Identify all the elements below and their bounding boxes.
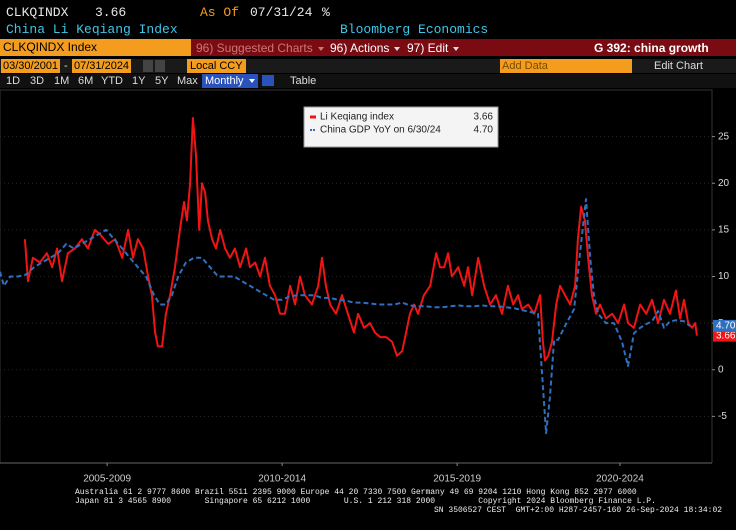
frequency[interactable]: Monthly [202, 74, 258, 88]
menu-label: 96) Actions [330, 41, 390, 55]
y-tick-label: -5 [718, 411, 727, 422]
menu-label: 96) Suggested Charts [196, 41, 313, 55]
value-tag-label: 4.70 [716, 321, 736, 332]
x-tick-label: 2020-2024 [596, 474, 644, 485]
value-tag-label: 3.66 [716, 330, 736, 341]
series-line [0, 198, 691, 435]
x-tick-label: 2010-2014 [258, 474, 306, 485]
legend-value: 3.66 [474, 112, 494, 123]
ticker: CLKQINDX [6, 5, 69, 20]
table-toggle[interactable]: Table [290, 75, 317, 87]
menu-item[interactable]: 97) Edit [407, 41, 460, 55]
period[interactable]: Max [177, 75, 198, 87]
period[interactable]: 5Y [155, 75, 169, 87]
x-tick-label: 2005-2009 [83, 474, 131, 485]
value-tag: 3.66 [713, 329, 736, 342]
legend-value: 4.70 [474, 125, 494, 136]
frequency-label: Monthly [205, 75, 244, 87]
legend-label: China GDP YoY on 6/30/24 [320, 125, 441, 136]
period[interactable]: 1M [54, 75, 70, 87]
security-box[interactable]: CLKQINDX Index [0, 39, 191, 56]
period[interactable]: 1D [6, 75, 21, 87]
footer-line: Australia 61 2 9777 8600 Brazil 5511 239… [75, 488, 637, 497]
period[interactable]: 1Y [132, 75, 146, 87]
end-date[interactable]: 07/31/2024 [72, 59, 132, 73]
period[interactable]: 3D [30, 75, 45, 87]
as-of-label: As Of [200, 5, 240, 20]
security-name: China Li Keqiang Index [6, 22, 178, 37]
as-of-date: 07/31/24 [250, 5, 313, 20]
last-value: 3.66 [95, 5, 127, 20]
menu-item[interactable]: 96) Actions [330, 41, 401, 55]
period[interactable]: YTD [101, 75, 123, 87]
next-button[interactable] [155, 60, 165, 72]
y-tick-label: 10 [718, 271, 730, 282]
menu-label: 97) Edit [407, 41, 449, 55]
period-bar [0, 74, 736, 88]
footer-line: Japan 81 3 4565 8900 Singapore 65 6212 1… [75, 497, 656, 506]
date-separator: - [64, 60, 68, 72]
start-date[interactable]: 03/30/2001 [1, 59, 61, 73]
chart-icon[interactable] [262, 75, 274, 86]
legend: Li Keqiang index 3.66 China GDP YoY on 6/3… [303, 106, 499, 148]
chart-ref: G 392: china growth [594, 41, 709, 55]
footer-line: SN 3506527 CEST GMT+2:00 H287-2457-160 2… [434, 506, 723, 515]
x-tick-label: 2015-2019 [433, 474, 481, 485]
y-tick-label: 20 [718, 178, 730, 189]
currency[interactable]: Local CCY [187, 59, 246, 73]
chart: -505101520252005-20092010-20142015-20192… [0, 89, 736, 487]
y-tick-label: 0 [718, 364, 724, 375]
x-axis-band [0, 463, 736, 487]
edit-chart[interactable]: Edit Chart [654, 60, 703, 72]
value-tag-box [713, 319, 736, 332]
legend-label: Li Keqiang index [320, 112, 394, 123]
value-tag-box [713, 329, 736, 342]
series-line [23, 117, 698, 362]
menu-item[interactable]: 96) Suggested Charts [196, 41, 324, 55]
value-tag: 4.70 [713, 319, 736, 332]
y-tick-label: 25 [718, 131, 730, 142]
unit: % [322, 5, 330, 20]
y-tick-label: 15 [718, 225, 730, 236]
source: Bloomberg Economics [340, 22, 489, 37]
prev-button[interactable] [143, 60, 153, 72]
legend-box [303, 106, 499, 148]
period[interactable]: 6M [78, 75, 94, 87]
add-data[interactable]: Add Data [500, 59, 632, 73]
